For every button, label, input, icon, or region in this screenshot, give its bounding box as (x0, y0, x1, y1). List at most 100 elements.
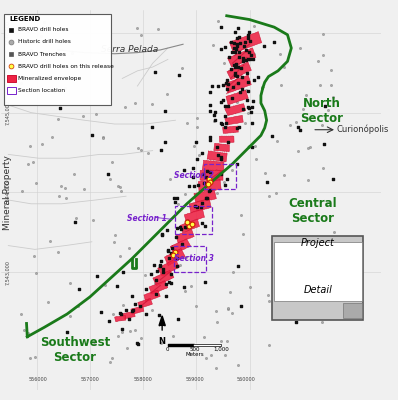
Point (297, 45, 303, 52)
Point (303, 201, 309, 207)
Point (163, 281, 169, 288)
Point (282, 240, 289, 247)
Polygon shape (202, 160, 224, 171)
Point (165, 246, 171, 253)
Point (278, 82, 284, 88)
Point (225, 305, 231, 312)
Bar (174, 246, 206, 272)
Point (145, 150, 152, 156)
Point (62, 185, 68, 191)
Point (133, 264, 139, 270)
Point (181, 283, 187, 290)
Point (245, 110, 251, 116)
Point (244, 104, 251, 110)
Point (100, 134, 106, 141)
Point (214, 144, 220, 150)
Point (271, 38, 277, 45)
Point (312, 237, 318, 243)
Point (265, 292, 271, 298)
Point (185, 217, 192, 223)
Point (218, 46, 224, 52)
Point (181, 190, 188, 197)
Point (244, 96, 250, 103)
Point (107, 359, 113, 366)
Point (201, 279, 208, 286)
Point (134, 340, 140, 346)
Point (327, 279, 334, 285)
Text: 560000: 560000 (236, 376, 255, 382)
Point (187, 282, 194, 289)
Point (75, 303, 82, 309)
Point (134, 24, 140, 31)
Text: 558000: 558000 (134, 376, 152, 382)
Text: BRAVO drill holes on this release: BRAVO drill holes on this release (18, 64, 114, 69)
Point (31, 353, 38, 360)
Point (154, 268, 160, 274)
Point (246, 284, 253, 290)
Point (209, 83, 215, 90)
Point (148, 271, 154, 278)
Point (200, 180, 207, 186)
Point (211, 112, 217, 118)
Point (249, 144, 255, 151)
Point (287, 122, 293, 128)
Point (229, 310, 236, 316)
Text: Detail: Detail (303, 285, 332, 295)
Point (72, 219, 78, 225)
Point (30, 159, 36, 165)
Point (183, 224, 189, 230)
Point (317, 82, 323, 89)
Polygon shape (219, 136, 234, 142)
Point (252, 142, 258, 149)
Point (224, 77, 230, 83)
Point (251, 23, 258, 29)
Point (137, 32, 144, 38)
Point (137, 147, 144, 153)
Polygon shape (228, 48, 256, 67)
Point (207, 137, 213, 144)
Point (246, 49, 252, 56)
Point (293, 119, 299, 126)
Point (119, 329, 125, 335)
Point (168, 280, 174, 286)
Point (218, 170, 224, 177)
Point (152, 68, 158, 75)
Point (331, 229, 337, 235)
Point (228, 66, 235, 72)
Text: 7,546,000: 7,546,000 (5, 20, 10, 45)
Point (322, 103, 328, 110)
Text: 7,544,000: 7,544,000 (5, 180, 10, 205)
Point (239, 74, 246, 81)
Point (25, 28, 31, 34)
Text: N: N (159, 337, 166, 346)
Point (117, 310, 123, 317)
Point (195, 182, 201, 188)
Point (297, 127, 304, 134)
Point (46, 73, 52, 79)
Point (247, 38, 254, 44)
Point (35, 62, 42, 68)
Point (199, 170, 206, 177)
Point (222, 352, 228, 358)
Point (274, 138, 281, 144)
Point (162, 139, 168, 145)
Point (174, 254, 180, 261)
Point (220, 82, 226, 88)
Point (325, 107, 331, 114)
Point (234, 125, 240, 132)
Polygon shape (222, 126, 238, 134)
Point (191, 182, 197, 189)
Point (240, 231, 246, 238)
Point (335, 282, 341, 289)
Point (90, 340, 97, 347)
Point (104, 171, 111, 177)
Text: Mineral Property: Mineral Property (3, 155, 12, 230)
Point (167, 176, 173, 182)
Polygon shape (158, 259, 179, 276)
Point (150, 262, 157, 268)
Polygon shape (200, 170, 223, 181)
Point (210, 42, 216, 48)
Point (226, 68, 233, 74)
Polygon shape (164, 248, 185, 266)
Point (33, 180, 39, 186)
